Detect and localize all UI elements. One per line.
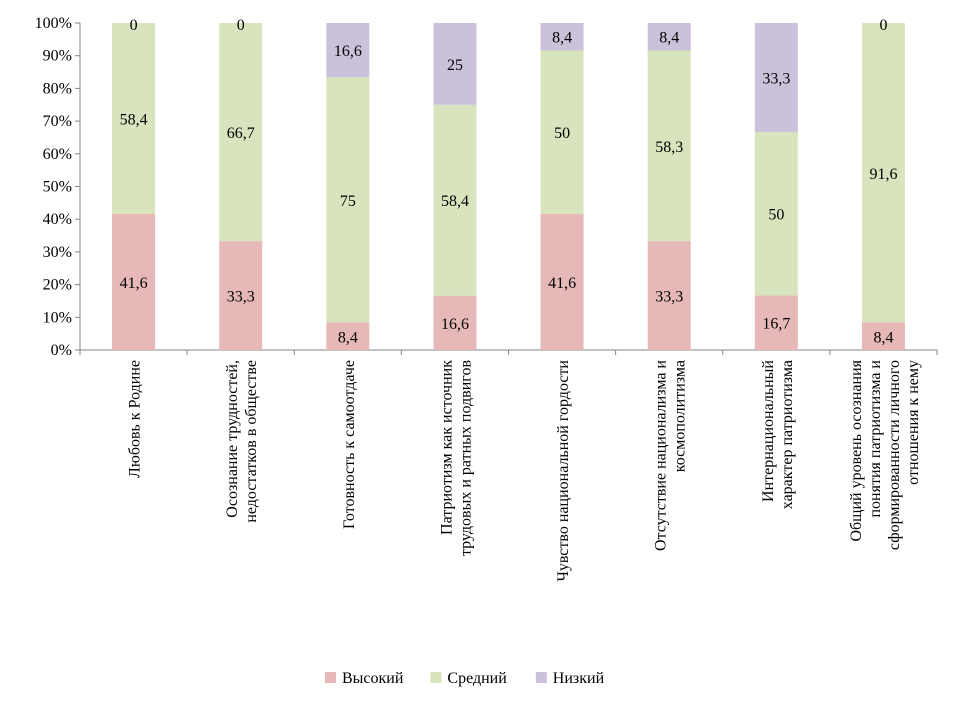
bar-segment-Высокий [540,213,584,350]
category-labels: Любовь к Родине Осознание трудностей, недо… [127,359,922,581]
x-category-label: понятия патриотизма и [867,360,884,518]
y-tick-label: 0% [51,342,72,359]
data-label: 50 [768,207,784,224]
data-label: 41,6 [120,275,148,292]
data-label: 50 [554,125,570,142]
bar-segment-Высокий [326,322,370,350]
data-label: 33,3 [655,289,683,306]
bar-segment-Высокий [112,213,156,350]
x-category-label: Чувство национальной гордости [555,360,572,582]
x-category-label: Патриотизм как источник [438,360,455,535]
data-label: 58,4 [120,111,148,128]
data-label: 58,4 [441,193,469,210]
data-label: 8,4 [659,30,679,47]
x-category-label: характер патриотизма [779,360,796,509]
x-category-label: Осознание трудностей, [224,360,241,518]
bars [112,23,905,350]
data-label: 91,6 [869,166,897,183]
bar-segment-Средний [540,50,584,214]
legend-label: Низкий [553,670,605,687]
x-category-label: космополитизма [672,360,689,472]
y-tick-label: 10% [43,309,72,326]
axes: 0% 10% 20% 30% 40% 50% 60% 70% 80% 90% 100% [35,15,938,359]
data-label: 66,7 [227,125,255,142]
bar-segment-Средний [326,77,370,323]
y-tick-label: 70% [43,113,72,130]
data-label: 16,6 [334,43,362,60]
legend-swatch-Высокий [325,672,336,683]
x-category-label: Готовность к самоотдаче [341,360,358,529]
legend-label: Высокий [342,670,404,687]
bar-segment-Средний [219,23,263,242]
data-label: 8,4 [873,329,893,346]
legend-label: Средний [447,670,507,687]
y-tick-label: 40% [43,211,72,228]
bar-segment-Средний [112,23,156,214]
x-category-label: трудовых и ратных подвигов [457,360,474,556]
y-tick-label: 80% [43,80,72,97]
data-label: 25 [447,57,463,74]
data-label: 16,7 [762,316,790,333]
bar-segment-Низкий [433,23,477,105]
bar-segment-Высокий [754,295,798,350]
data-label: 0 [130,17,138,34]
data-label: 41,6 [548,275,576,292]
data-label: 8,4 [338,329,358,346]
data-label: 58,3 [655,139,683,156]
bar-segment-Высокий [861,322,905,350]
legend: Высокий Средний Низкий [325,670,605,687]
bar-segment-Высокий [647,241,691,350]
y-tick-label: 60% [43,146,72,163]
data-label: 16,6 [441,316,469,333]
bar-segment-Высокий [433,295,477,350]
bar-segment-Высокий [219,241,263,350]
bar-segment-Средний [647,50,691,242]
y-tick-label: 30% [43,244,72,261]
x-category-label: сформированности личного [886,360,903,550]
bar-segment-Средний [861,23,905,323]
bar-segment-Низкий [647,23,691,51]
y-tick-label: 50% [43,179,72,196]
y-tick-label: 20% [43,277,72,294]
y-tick-label: 100% [35,15,72,32]
x-category-label: Любовь к Родине [127,360,144,478]
x-category-label: отношения к нему [905,360,922,485]
data-label: 33,3 [762,70,790,87]
x-category-label: Общий уровень осознания [848,359,865,541]
legend-swatch-Средний [430,672,442,683]
x-category-label: недостатков в обществе [243,360,260,523]
x-category-label: Отсутствие национализма и [653,360,670,551]
data-label: 33,3 [227,289,255,306]
legend-swatch-Низкий [535,672,547,683]
data-label: 8,4 [552,30,572,47]
y-tick-label: 90% [43,48,72,65]
data-label: 0 [237,17,245,34]
data-label: 75 [340,193,356,210]
x-category-label: Интернациональный [760,360,777,502]
bar-segment-Средний [433,104,477,296]
bar-segment-Низкий [540,23,584,51]
bar-segment-Низкий [754,23,798,132]
bar-segment-Низкий [326,23,370,78]
data-labels: 41,6 58,4 0 33,3 66,7 0 8,4 75 16,6 16,6 58,4 25 41,… [120,17,898,346]
data-label: 0 [879,17,887,34]
bar-segment-Средний [754,131,798,296]
